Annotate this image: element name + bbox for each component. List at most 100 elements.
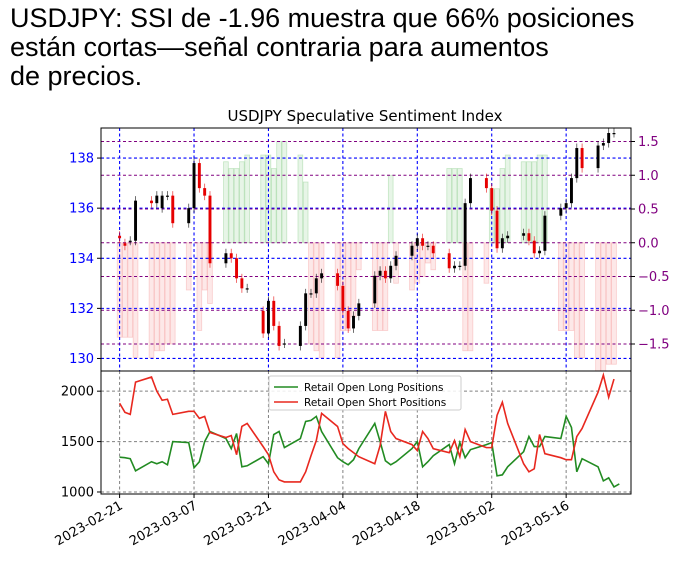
legend: Retail Open Long Positions Retail Open Sh… [268, 375, 462, 411]
positions-tick-label: 1000 [61, 485, 94, 500]
candle-body [128, 240, 132, 242]
candle-body [165, 195, 169, 197]
candle-body [272, 300, 276, 326]
candle-body [538, 250, 542, 254]
ssi-bar [244, 154, 250, 244]
ssi-bar [239, 161, 245, 244]
price-tick-label: 134 [69, 252, 94, 267]
ssi-bar [382, 242, 389, 331]
short-positions-line [118, 372, 615, 483]
ssi-tick-label: 1.5 [638, 135, 659, 150]
headline-line-3: de precios. [10, 61, 143, 91]
ssi-bar [318, 242, 325, 358]
ssi-bar [451, 168, 458, 244]
candle-body [431, 245, 435, 254]
ssi-bar [159, 242, 165, 352]
ssi-bar [558, 242, 564, 331]
ssi-bar [611, 242, 617, 365]
ssi-bar [281, 141, 288, 244]
ssi-bar [563, 242, 569, 331]
candle-body [314, 278, 318, 294]
ssi-tick-label: −1.0 [638, 304, 670, 319]
candle-body [580, 148, 584, 169]
headline: USDJPY: SSI de -1.96 muestra que 66% pos… [10, 4, 680, 91]
candle-body [410, 245, 414, 256]
price-tick-label: 138 [69, 152, 94, 167]
candle-body [224, 253, 228, 264]
price-tick-label: 136 [69, 202, 94, 217]
ssi-bar [499, 168, 506, 244]
candle-body [229, 253, 233, 259]
price-ssi-panel: 130 132 134 136 138 −1.5 −1.0 −0.5 0.0 0.5 1.0 1.5 [69, 127, 670, 372]
candle-body [575, 148, 579, 179]
ssi-tick-label: −1.5 [638, 338, 670, 353]
ssi-bar [467, 242, 474, 352]
ssi-bar [595, 242, 601, 372]
candle-body [543, 215, 547, 251]
ssi-bar [148, 242, 155, 358]
candle-body [607, 133, 611, 144]
candle-body [240, 278, 244, 289]
candle-body [447, 253, 451, 269]
candle-body [118, 235, 122, 239]
legend-label: Retail Open Long Positions [304, 382, 444, 394]
candle-body [320, 273, 324, 279]
candle-body [383, 270, 387, 279]
candle-body [352, 315, 355, 329]
top-frame [100, 127, 632, 372]
ssi-tick-label: 1.0 [638, 169, 659, 184]
ssi-bar [600, 242, 607, 372]
candle-body [421, 238, 425, 246]
candle-body [506, 235, 510, 239]
ssi-bar [201, 242, 208, 291]
ssi-bar [483, 242, 490, 284]
date-tick-label: 2023-05-16 [499, 498, 572, 549]
headline-line-2: están cortas—señal contraria para aument… [10, 32, 549, 62]
ssi-bar [573, 242, 580, 358]
legend-label: Retail Open Short Positions [304, 397, 446, 409]
price-tick-label: 130 [69, 352, 94, 367]
candle-body [522, 233, 526, 236]
ssi-bar [350, 242, 357, 318]
candle-body [336, 273, 340, 286]
ssi-bar [579, 242, 585, 358]
candle-body [378, 270, 382, 276]
ssi-bar [531, 161, 538, 244]
ssi-bar [297, 154, 304, 244]
candle-body [304, 293, 308, 326]
candle-body [261, 310, 265, 334]
candle-body [192, 163, 196, 209]
ssi-bar [356, 242, 362, 271]
candle-body [208, 195, 212, 264]
ssi-bar [536, 154, 543, 244]
ssi-tick-label: 0.0 [638, 236, 659, 251]
legend-box [268, 375, 462, 411]
candles [118, 128, 616, 351]
grid [101, 128, 631, 371]
candle-body [463, 203, 467, 266]
ssi-bar [377, 242, 383, 331]
candle-body [394, 255, 398, 266]
candle-body [245, 288, 249, 290]
ssi-bar [233, 168, 240, 244]
date-tick-label: 2023-04-18 [350, 498, 423, 549]
candle-body [341, 285, 345, 311]
candle-body [570, 178, 573, 204]
ssi-bar [457, 168, 463, 244]
bottom-frame [100, 370, 632, 495]
candle-body [469, 178, 472, 204]
date-tick-label: 2023-03-21 [202, 498, 275, 549]
ssi-bar [276, 141, 282, 244]
candle-body [187, 208, 191, 224]
chart-title: USDJPY Speculative Sentiment Index [227, 107, 502, 125]
candle-body [532, 240, 536, 254]
candle-body [559, 208, 563, 216]
ssi-bar [185, 242, 192, 291]
candle-body [500, 238, 504, 249]
ssi-bar [302, 181, 309, 244]
candle-body [601, 143, 605, 146]
candle-body [415, 238, 419, 246]
candle-body [596, 145, 600, 169]
ssi-bar [127, 242, 134, 338]
